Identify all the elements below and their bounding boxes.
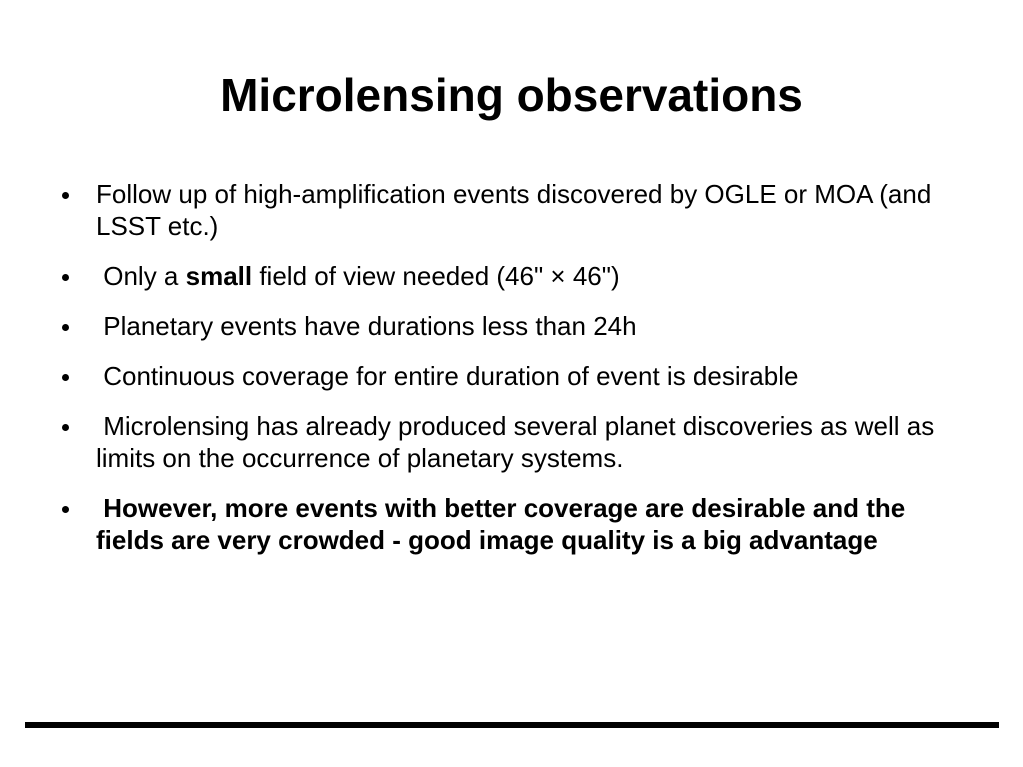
bullet-dot-icon <box>62 324 69 331</box>
bullet-item-discoveries: Microlensing has already produced severa… <box>60 410 960 474</box>
bullet-text: Follow up of high-amplification events d… <box>96 179 932 241</box>
bullet-text: Planetary events have durations less tha… <box>96 311 637 341</box>
bullet-dot-icon <box>62 506 69 513</box>
bullet-item-coverage: Continuous coverage for entire duration … <box>60 360 960 392</box>
bullet-item-image-quality: However, more events with better coverag… <box>60 492 960 556</box>
slide-title: Microlensing observations <box>220 69 803 121</box>
bullet-dot-icon <box>62 374 69 381</box>
bullet-dot-icon <box>62 192 69 199</box>
bullet-text: Continuous coverage for entire duration … <box>96 361 799 391</box>
bullet-text-prefix: Only a <box>96 261 186 291</box>
bullet-list: Follow up of high-amplification events d… <box>60 178 960 574</box>
bullet-text-suffix: field of view needed (46" × 46") <box>252 261 620 291</box>
bullet-text: Microlensing has already produced severa… <box>96 411 942 473</box>
bullet-item-follow-up: Follow up of high-amplification events d… <box>60 178 960 242</box>
footer-rule <box>25 722 999 728</box>
bullet-text: However, more events with better coverag… <box>96 493 913 555</box>
bullet-item-field-of-view: Only a small field of view needed (46" ×… <box>60 260 960 292</box>
bullet-text-emphasis: small <box>185 261 253 291</box>
bullet-dot-icon <box>62 274 69 281</box>
bullet-dot-icon <box>62 424 69 431</box>
bullet-item-durations: Planetary events have durations less tha… <box>60 310 960 342</box>
